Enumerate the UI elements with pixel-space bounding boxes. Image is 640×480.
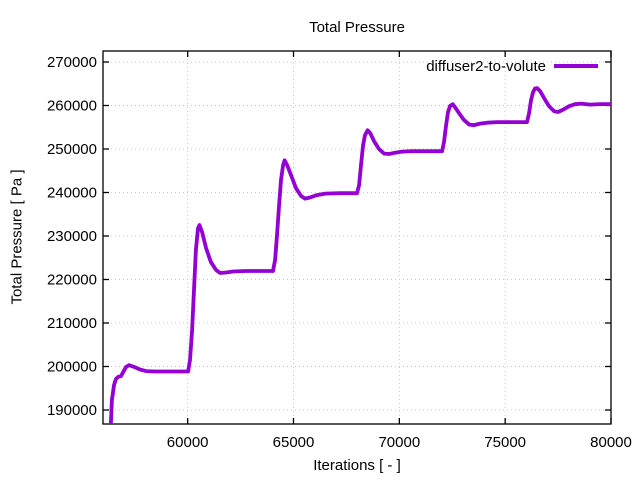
y-tick-label: 200000 xyxy=(47,359,97,376)
plot-border xyxy=(102,50,612,425)
legend-line-sample xyxy=(554,64,598,68)
x-tick-label: 60000 xyxy=(167,434,209,451)
y-tick-label: 270000 xyxy=(47,54,97,71)
y-tick-label: 260000 xyxy=(47,98,97,115)
y-axis-label: Total Pressure [ Pa ] xyxy=(8,169,26,305)
y-tick-label: 240000 xyxy=(47,185,97,202)
y-tick-label: 210000 xyxy=(47,315,97,332)
legend-label: diffuser2-to-volute xyxy=(426,58,546,75)
x-tick-label: 75000 xyxy=(484,434,526,451)
chart-title: Total Pressure xyxy=(309,19,405,36)
y-tick-label: 190000 xyxy=(47,402,97,419)
y-tick-label: 250000 xyxy=(47,141,97,158)
series-line-diffuser2-to-volute xyxy=(108,86,611,424)
x-tick-label: 80000 xyxy=(590,434,632,451)
x-axis-label: Iterations [ - ] xyxy=(313,457,401,474)
y-tick-label: 220000 xyxy=(47,272,97,289)
y-tick-label: 230000 xyxy=(47,228,97,245)
x-tick-label: 65000 xyxy=(273,434,315,451)
x-tick-label: 70000 xyxy=(378,434,420,451)
